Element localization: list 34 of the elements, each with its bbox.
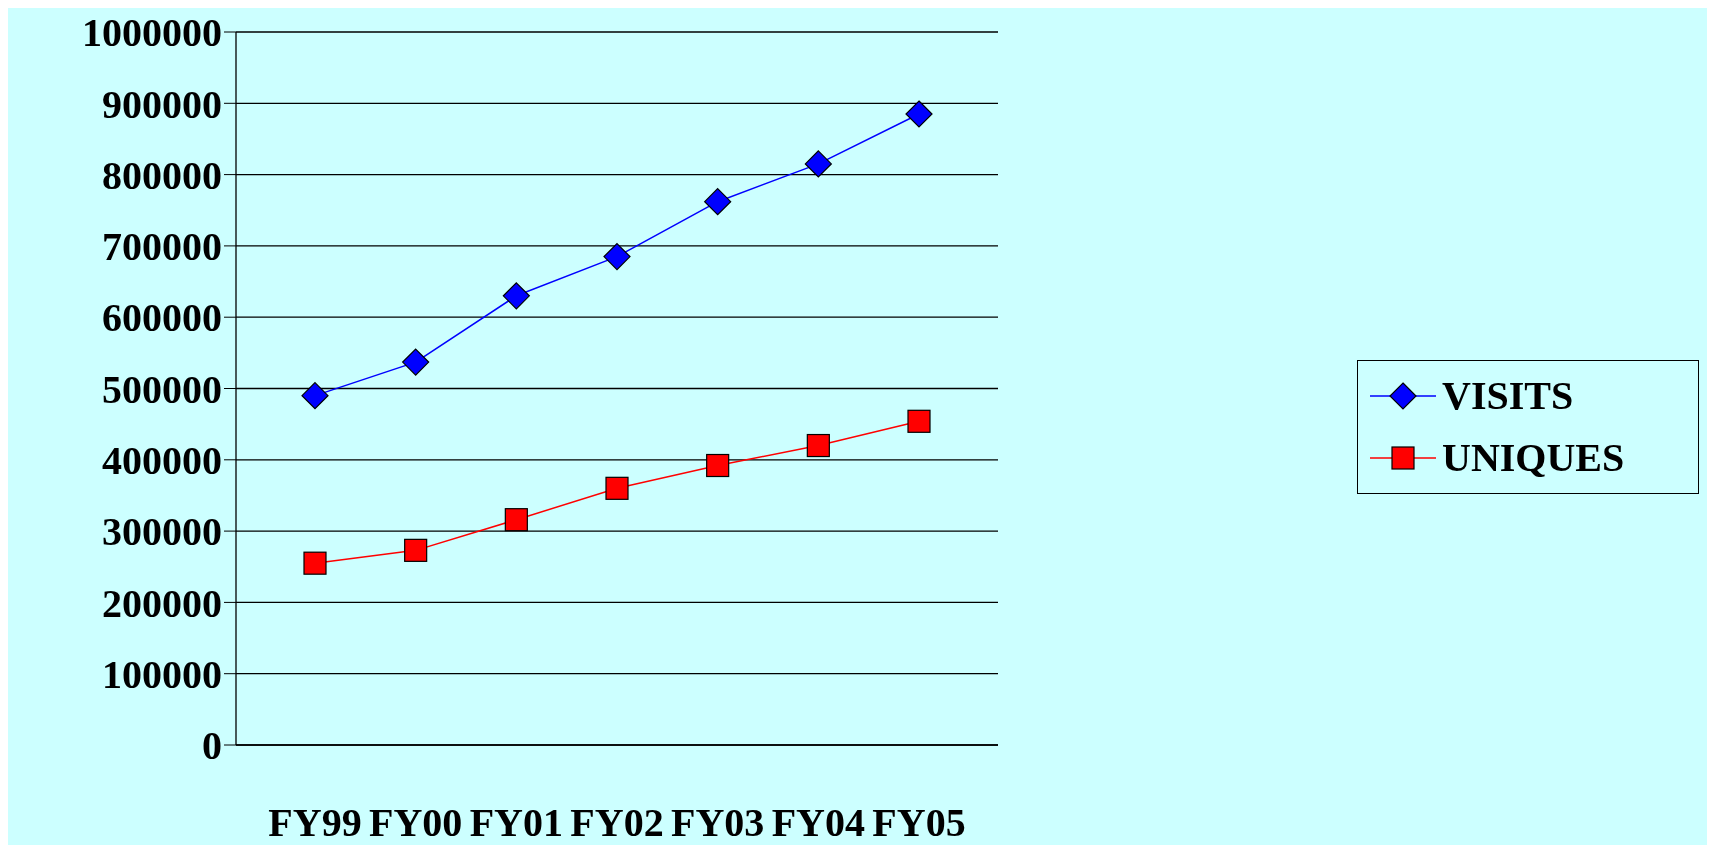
point — [605, 476, 629, 500]
point — [504, 508, 528, 532]
y-tick-label: 500000 — [102, 366, 222, 412]
y-tick-label: 1000000 — [82, 10, 222, 56]
y-tick-label: 800000 — [102, 152, 222, 198]
y-tick-label: 0 — [202, 723, 222, 769]
point — [806, 433, 830, 458]
x-tick-label: FY99 — [268, 800, 362, 846]
legend-label: VISITS — [1442, 372, 1574, 419]
y-tick-label: 300000 — [102, 509, 222, 555]
point — [402, 348, 430, 376]
point — [502, 282, 530, 310]
x-tick-label: FY05 — [872, 800, 966, 846]
legend-label: UNIQUES — [1442, 434, 1625, 481]
x-tick-label: FY02 — [570, 800, 664, 846]
point — [704, 188, 732, 216]
point — [603, 242, 631, 271]
y-tick-label: 700000 — [102, 224, 222, 270]
point — [907, 409, 931, 433]
x-tick-label: FY03 — [671, 800, 765, 846]
x-tick-label: FY01 — [469, 800, 563, 846]
y-tick-label: 900000 — [102, 81, 222, 127]
point — [301, 382, 329, 410]
y-tick-label: 100000 — [102, 651, 222, 697]
point — [706, 453, 730, 478]
point — [905, 100, 933, 128]
y-tick-label: 200000 — [102, 580, 222, 626]
point — [804, 150, 832, 178]
y-tick-label: 600000 — [102, 295, 222, 341]
point — [404, 538, 428, 562]
y-tick-label: 400000 — [102, 438, 222, 483]
x-tick-label: FY04 — [771, 800, 865, 846]
point — [303, 551, 327, 575]
x-tick-label: FY00 — [369, 800, 463, 846]
